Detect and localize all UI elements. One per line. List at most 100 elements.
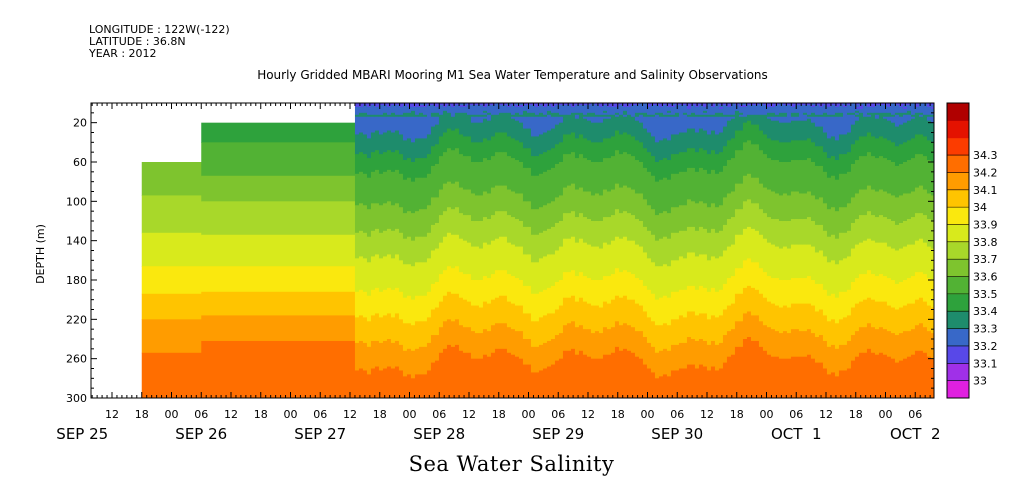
contour-band <box>614 209 620 238</box>
contour-band <box>662 114 668 118</box>
contour-band <box>702 130 708 151</box>
contour-band <box>610 352 616 398</box>
contour-band <box>786 248 792 281</box>
contour-band <box>650 346 656 374</box>
contour-band <box>414 321 420 350</box>
contour-band <box>582 276 588 303</box>
contour-band <box>734 110 740 132</box>
contour-band <box>618 114 624 136</box>
contour-band <box>562 213 568 240</box>
contour-band <box>702 228 708 256</box>
contour-band <box>630 352 636 398</box>
contour-band <box>798 140 804 161</box>
contour-band <box>850 144 856 165</box>
contour-band <box>394 340 400 368</box>
contour-band <box>850 360 856 398</box>
contour-band <box>574 103 580 106</box>
contour-band <box>698 104 704 116</box>
contour-band <box>866 114 872 118</box>
contour-band <box>634 331 640 358</box>
contour-band <box>366 374 372 398</box>
contour-band <box>502 132 508 153</box>
contour-band <box>898 195 904 224</box>
contour-band <box>878 215 884 244</box>
contour-band <box>682 114 688 134</box>
contour-band <box>726 106 732 116</box>
contour-band <box>898 248 904 283</box>
contour-band <box>930 307 934 334</box>
contour-band <box>582 301 588 330</box>
colorbar-swatch <box>947 137 969 156</box>
contour-band <box>786 104 792 124</box>
contour-band <box>442 103 448 108</box>
contour-band <box>742 339 748 398</box>
contour-band <box>482 110 488 114</box>
contour-band <box>806 158 812 193</box>
contour-band <box>914 154 920 189</box>
contour-band <box>430 112 436 118</box>
contour-band <box>630 274 636 301</box>
contour-band <box>442 236 448 271</box>
contour-band <box>510 244 516 277</box>
contour-band <box>590 333 596 360</box>
contour-band <box>478 280 484 309</box>
contour-band <box>630 136 636 157</box>
contour-band <box>594 142 600 163</box>
contour-band <box>526 201 532 228</box>
contour-band <box>830 344 836 374</box>
contour-band <box>854 356 860 398</box>
contour-band <box>566 213 572 240</box>
contour-band <box>714 370 720 398</box>
contour-band <box>838 232 844 261</box>
contour-band <box>926 246 932 279</box>
contour-band <box>842 291 848 318</box>
contour-band <box>662 116 668 139</box>
contour-band <box>842 344 848 372</box>
x-axis-title: Sea Water Salinity <box>408 452 615 476</box>
contour-band <box>826 346 832 375</box>
contour-band <box>522 110 528 118</box>
contour-band <box>686 116 692 130</box>
contour-band <box>378 205 384 234</box>
contour-band <box>542 103 548 108</box>
contour-band <box>814 199 820 226</box>
contour-band <box>734 293 740 322</box>
contour-band <box>890 248 896 281</box>
contour-band <box>434 335 440 362</box>
contour-band <box>718 116 724 134</box>
contour-band <box>866 270 872 299</box>
contour-band <box>554 335 560 362</box>
contour-band <box>814 104 820 116</box>
contour-band <box>622 110 628 116</box>
contour-band <box>406 158 412 179</box>
contour-band <box>478 104 484 116</box>
contour-band <box>782 305 788 332</box>
contour-band <box>722 309 728 336</box>
contour-band <box>482 118 488 139</box>
contour-band <box>858 156 864 191</box>
contour-band <box>598 103 604 108</box>
contour-band <box>201 175 356 202</box>
contour-band <box>578 104 584 114</box>
contour-band <box>574 242 580 277</box>
contour-band <box>834 264 840 299</box>
contour-band <box>874 114 880 120</box>
colorbar-label: 33.6 <box>973 271 998 284</box>
contour-band <box>718 112 724 118</box>
contour-band <box>666 213 672 240</box>
contour-band <box>546 110 552 116</box>
contour-band <box>842 173 848 208</box>
contour-band <box>666 266 672 299</box>
contour-band <box>522 128 528 149</box>
contour-band <box>874 191 880 218</box>
contour-band <box>406 106 412 114</box>
contour-band <box>534 175 540 210</box>
contour-band <box>362 317 368 344</box>
contour-band <box>846 171 852 204</box>
contour-band <box>374 366 380 398</box>
contour-band <box>598 142 604 163</box>
contour-band <box>902 246 908 281</box>
x-date-label: SEP 26 <box>175 425 227 443</box>
contour-band <box>750 103 756 106</box>
contour-band <box>670 154 676 175</box>
